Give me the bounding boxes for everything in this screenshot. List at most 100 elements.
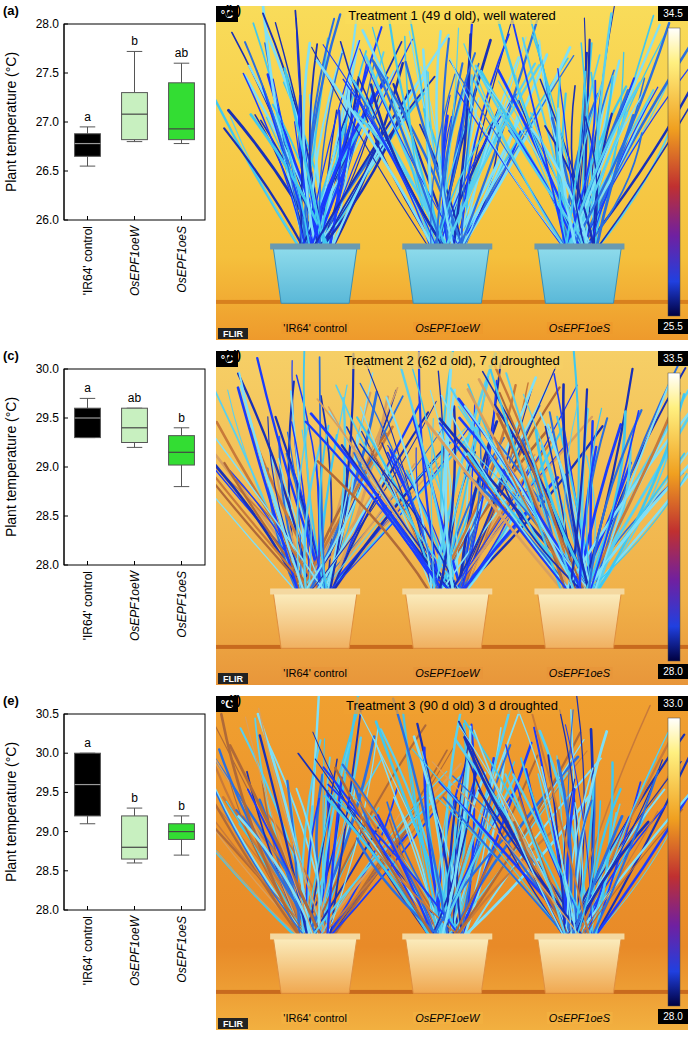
median — [122, 847, 148, 848]
pot — [405, 591, 489, 648]
plant — [216, 6, 449, 250]
panel-letter: (b) — [224, 2, 241, 17]
box — [122, 408, 148, 442]
leaf — [375, 740, 443, 941]
y-tick-label: 29.5 — [36, 411, 60, 425]
image-content — [216, 351, 688, 685]
whisker-cap — [127, 141, 143, 142]
x-tick — [181, 561, 182, 565]
leaf — [257, 70, 303, 250]
significance-letter: a — [84, 736, 91, 750]
median — [122, 427, 148, 428]
label-patch — [658, 664, 688, 679]
upper-whisker — [181, 63, 182, 83]
image-title: Treatment 2 (62 d old), 7 d droughted — [344, 353, 560, 368]
leaf — [441, 727, 470, 941]
upper-whisker — [134, 51, 135, 92]
pot — [405, 936, 489, 993]
leaf — [506, 774, 567, 940]
leaf — [217, 422, 323, 595]
leaf — [531, 113, 586, 251]
significance-letter: ab — [175, 46, 189, 60]
boxes — [75, 51, 195, 166]
leaf — [336, 385, 464, 595]
pot-label: OsEPF1oeS — [549, 667, 611, 679]
plant — [298, 699, 601, 941]
significance-letter: b — [131, 791, 138, 805]
x-tick — [181, 216, 182, 220]
leaf — [541, 767, 577, 941]
label-patch — [281, 1012, 349, 1024]
pot-rim — [534, 933, 624, 939]
plant — [216, 696, 463, 940]
upper-whisker — [134, 808, 135, 816]
whisker-cap — [174, 63, 190, 64]
median — [169, 831, 195, 832]
y-tick — [64, 792, 68, 793]
colour-bar — [668, 373, 680, 661]
leaf — [216, 821, 303, 940]
image-content — [216, 6, 688, 340]
box — [122, 93, 148, 140]
leaf — [317, 464, 320, 595]
y-tick-label: 29.0 — [36, 460, 60, 474]
boxes — [75, 398, 195, 486]
leaf — [589, 411, 639, 596]
leaf — [583, 393, 680, 595]
whisker-cap — [174, 427, 190, 428]
y-axis-title: Plant temperature (°C) — [3, 397, 19, 537]
leaf — [464, 44, 565, 251]
leaf — [576, 801, 601, 940]
leaf — [316, 805, 352, 940]
y-tick-label: 30.5 — [36, 707, 60, 721]
lower-whisker — [181, 839, 182, 855]
leaf — [431, 74, 455, 250]
pot — [537, 246, 621, 303]
y-tick — [64, 467, 68, 468]
pot — [273, 936, 357, 993]
leaf — [565, 706, 650, 941]
box-panel: (a)26.026.527.027.528.0Plant temperature… — [3, 3, 205, 296]
colour-bar — [668, 718, 680, 1006]
x-tick — [134, 561, 135, 565]
box — [169, 824, 195, 840]
median — [75, 143, 101, 144]
significance-letter: a — [84, 110, 91, 124]
leaf — [302, 475, 366, 595]
leaf — [441, 63, 462, 250]
leaf — [216, 437, 327, 596]
pot-label: OsEPF1oeS — [549, 1012, 611, 1024]
thermal-image: 33.028.0°C(f)Treatment 3 (90 d old) 3 d … — [148, 691, 693, 1030]
y-tick-label: 26.0 — [36, 213, 60, 227]
leaf — [483, 372, 592, 596]
label-patch — [345, 7, 559, 24]
pot-label: 'IR64' control — [283, 667, 347, 679]
leaf — [346, 772, 440, 940]
leaf — [440, 423, 572, 595]
leaf — [540, 79, 594, 250]
y-tick-label: 28.0 — [36, 17, 60, 31]
label-patch — [658, 1009, 688, 1024]
leaf — [285, 68, 326, 250]
leaf — [230, 745, 323, 940]
leaf — [581, 32, 666, 250]
pot-rim — [534, 243, 624, 249]
leaf — [578, 811, 658, 940]
leaf — [570, 816, 622, 940]
box-panel: (e)28.028.529.029.530.030.5Plant tempera… — [3, 693, 205, 986]
median — [122, 114, 148, 115]
leaf — [320, 426, 329, 596]
leaf — [241, 386, 305, 596]
whisker-cap — [80, 166, 96, 167]
y-tick-label: 30.0 — [36, 746, 60, 760]
y-tick — [64, 516, 68, 517]
label-patch — [547, 322, 613, 334]
box — [75, 408, 101, 437]
significance-letter: a — [84, 381, 91, 395]
x-tick-label: OsEPF1oeS — [175, 571, 189, 638]
label-patch — [658, 6, 688, 21]
y-tick-label: 30.0 — [36, 362, 60, 376]
pot — [273, 591, 357, 648]
label-patch — [341, 352, 563, 369]
leaf — [580, 809, 682, 940]
